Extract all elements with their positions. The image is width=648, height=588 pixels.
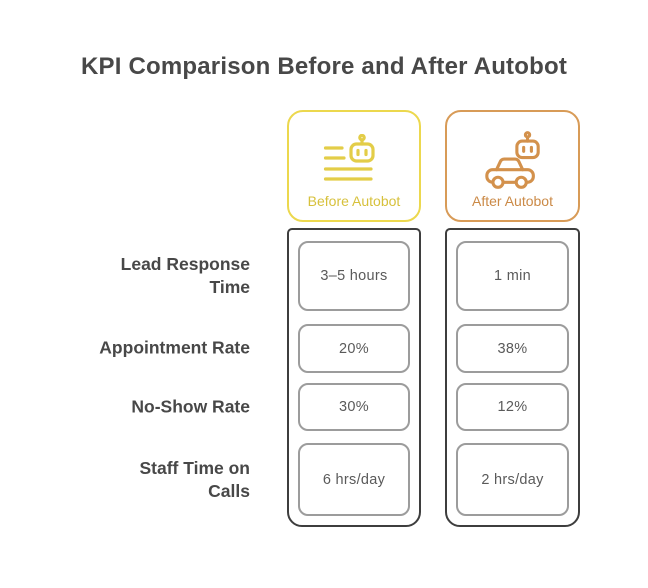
before-staff-time-value: 6 hrs/day	[298, 443, 410, 516]
after-autobot-label: After Autobot	[472, 193, 553, 209]
list-robot-icon	[323, 127, 385, 193]
row-label-line: Calls	[208, 481, 250, 501]
row-label-lead-response-time: Lead Response Time	[80, 253, 250, 299]
row-label-appointment-rate: Appointment Rate	[80, 337, 250, 360]
after-lead-response-value: 1 min	[456, 241, 569, 311]
after-autobot-column: 1 min 38% 12% 2 hrs/day	[445, 228, 580, 527]
before-lead-response-value: 3–5 hours	[298, 241, 410, 311]
page-title: KPI Comparison Before and After Autobot	[80, 53, 568, 80]
row-label-staff-time-on-calls: Staff Time on Calls	[80, 457, 250, 503]
before-autobot-column: 3–5 hours 20% 30% 6 hrs/day	[287, 228, 421, 527]
row-label-no-show-rate: No-Show Rate	[80, 396, 250, 419]
value-text: 2 hrs/day	[481, 471, 544, 488]
before-appointment-rate-value: 20%	[298, 324, 410, 373]
value-text: 38%	[497, 340, 528, 357]
value-text: 12%	[497, 399, 528, 415]
value-text: 3–5 hours	[320, 268, 388, 284]
row-label-line: Appointment Rate	[99, 337, 250, 358]
row-label-line: Time	[209, 277, 250, 297]
car-robot-icon	[482, 127, 544, 193]
after-autobot-header-card: After Autobot	[445, 110, 580, 222]
before-autobot-label: Before Autobot	[307, 193, 401, 209]
value-text: 6 hrs/day	[322, 471, 386, 488]
value-text: 1 min	[494, 268, 531, 284]
row-label-line: Lead Response	[120, 254, 250, 274]
before-autobot-header-card: Before Autobot	[287, 110, 421, 222]
after-appointment-rate-value: 38%	[456, 324, 569, 373]
value-text: 30%	[339, 399, 369, 415]
after-staff-time-value: 2 hrs/day	[456, 443, 569, 516]
row-label-line: Staff Time on	[139, 458, 250, 478]
after-no-show-rate-value: 12%	[456, 383, 569, 431]
before-no-show-rate-value: 30%	[298, 383, 410, 431]
value-text: 20%	[339, 340, 369, 357]
row-label-line: No-Show Rate	[131, 396, 250, 417]
